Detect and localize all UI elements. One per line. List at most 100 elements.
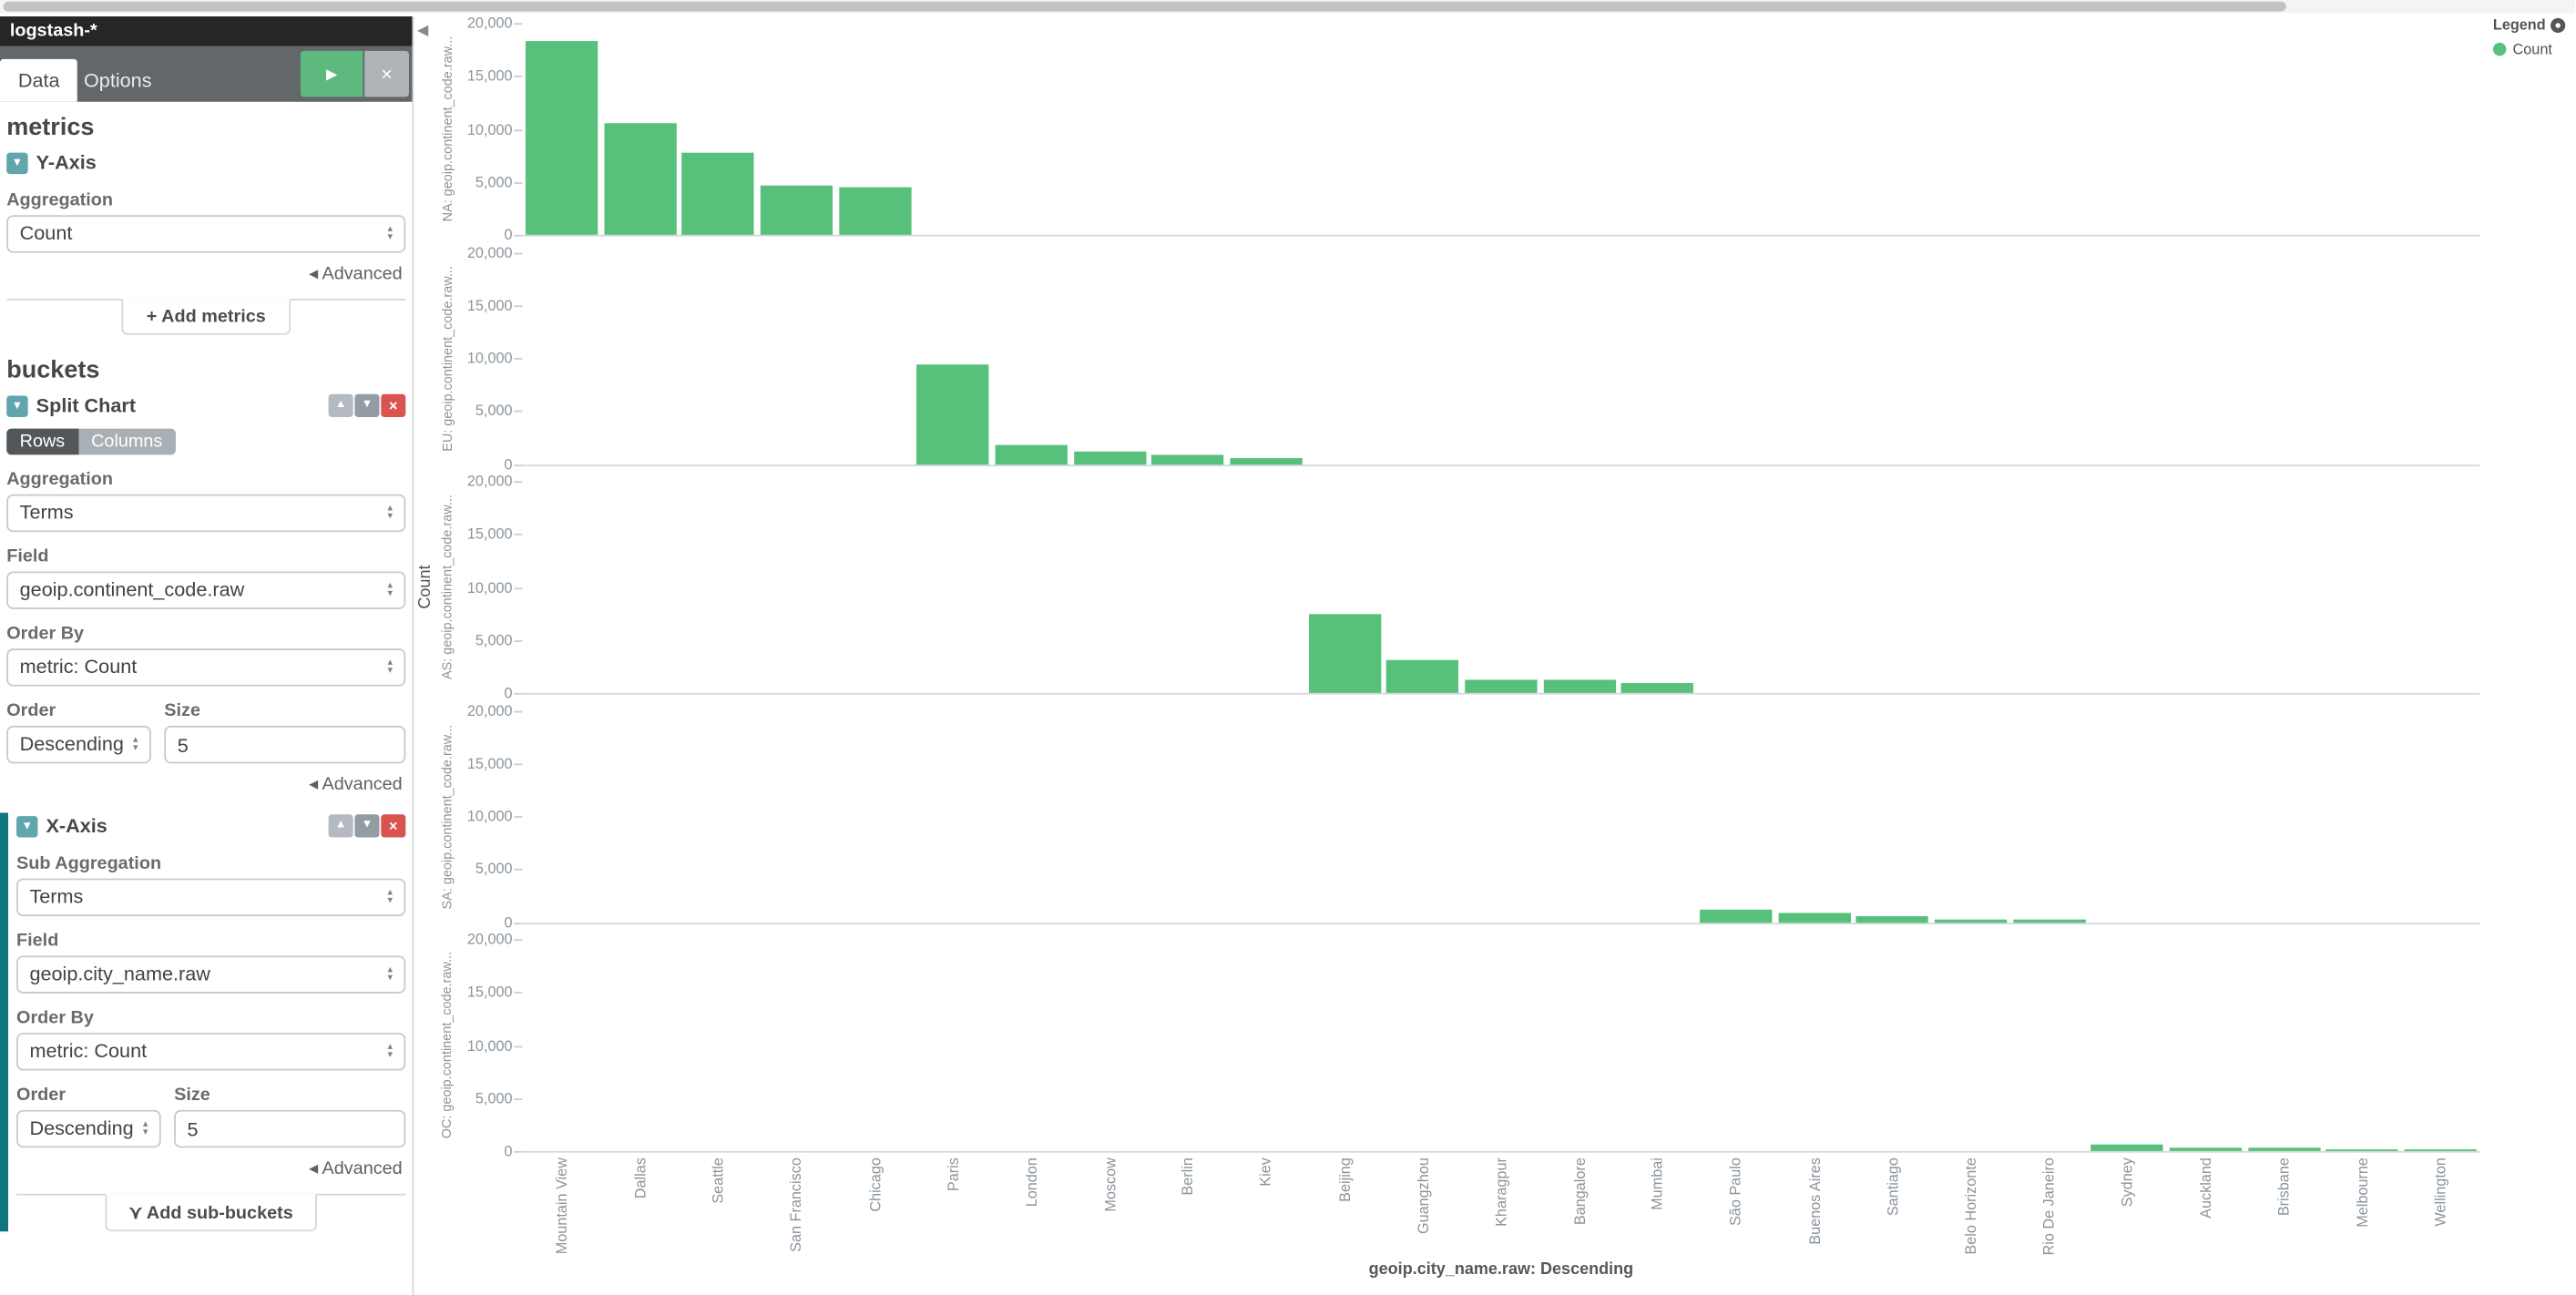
split-row-label: EU: geoip.continent_code.raw...: [439, 265, 455, 451]
y-tick-mark: [514, 251, 523, 254]
bar[interactable]: [1386, 659, 1459, 693]
chevron-down-icon[interactable]: ▼: [6, 151, 28, 174]
add-sub-buckets-button[interactable]: ⋎ Add sub-buckets: [104, 1193, 318, 1232]
stepper-icon: ▴ ▾: [133, 734, 138, 753]
x-tick-label: Sydney: [2119, 1157, 2136, 1208]
bar[interactable]: [1935, 918, 2008, 923]
bar[interactable]: [916, 363, 989, 464]
x-tick-label: Mountain View: [553, 1157, 570, 1255]
bar[interactable]: [1073, 452, 1146, 464]
bar[interactable]: [1543, 679, 1616, 693]
y-tick-mark: [514, 816, 523, 818]
bar[interactable]: [681, 153, 754, 235]
y-tick-mark: [514, 762, 523, 765]
y-tick-mark: [514, 709, 523, 712]
bar[interactable]: [1465, 679, 1538, 693]
chevron-up-icon: ▲: [334, 399, 347, 411]
y-axis-aggregation-select[interactable]: Count ▴ ▾: [6, 215, 406, 253]
x-tick-label: Santiago: [1884, 1157, 1901, 1217]
tab-options[interactable]: Options: [83, 68, 152, 92]
apply-changes-button[interactable]: ▶: [300, 50, 363, 97]
bar[interactable]: [2326, 1148, 2399, 1151]
legend: Legend Count: [2492, 16, 2566, 57]
sidebar-content: metrics ▼ Y-Axis Aggregation Count ▴ ▾ ◂ …: [0, 113, 413, 1232]
bar[interactable]: [2404, 1149, 2478, 1151]
legend-color-swatch: [2492, 42, 2507, 56]
play-icon: ▶: [325, 66, 338, 83]
move-down-button[interactable]: ▼: [354, 814, 380, 838]
bar[interactable]: [1308, 614, 1381, 693]
bar[interactable]: [2091, 1144, 2164, 1151]
y-tick-label: 20,000: [466, 473, 513, 490]
legend-toggle-icon[interactable]: [2550, 16, 2566, 33]
remove-bucket-button[interactable]: ×: [381, 393, 406, 417]
bar[interactable]: [1230, 458, 1303, 464]
y-tick-label: 20,000: [466, 701, 513, 719]
rows-toggle[interactable]: Rows: [6, 428, 78, 455]
move-up-button[interactable]: ▲: [328, 393, 353, 417]
chart-row-plot: [522, 939, 2480, 1153]
chevron-left-icon[interactable]: ◀: [416, 21, 429, 38]
y-tick-label: 15,000: [466, 754, 513, 771]
bar[interactable]: [2013, 919, 2086, 923]
advanced-toggle[interactable]: ◂ Advanced: [309, 264, 403, 284]
x-axis-accent-strip: [0, 812, 9, 1232]
x-axis-order-by-select[interactable]: metric: Count ▴ ▾: [16, 1033, 406, 1071]
tab-data[interactable]: Data: [0, 58, 78, 102]
x-tick-label: Moscow: [1101, 1157, 1119, 1212]
bar[interactable]: [1700, 910, 1773, 923]
y-tick-mark: [514, 304, 523, 307]
y-tick-mark: [514, 358, 523, 360]
add-metrics-button[interactable]: + Add metrics: [121, 299, 291, 335]
discard-changes-button[interactable]: ×: [364, 50, 409, 97]
legend-item[interactable]: Count: [2492, 41, 2565, 57]
x-tick-label: Guangzhou: [1414, 1157, 1431, 1235]
bar[interactable]: [1621, 683, 1694, 693]
index-pattern-label: logstash-*: [0, 16, 413, 46]
advanced-toggle[interactable]: ◂ Advanced: [309, 775, 403, 795]
x-tick-label: Kiev: [1258, 1157, 1275, 1187]
bar[interactable]: [2247, 1147, 2321, 1151]
chevron-down-icon[interactable]: ▼: [6, 394, 28, 417]
y-tick-mark: [514, 181, 523, 184]
horizontal-scrollbar-thumb[interactable]: [3, 1, 2286, 12]
x-tick-label: Chicago: [866, 1157, 884, 1212]
x-axis-field-select[interactable]: geoip.city_name.raw ▴ ▾: [16, 955, 406, 994]
stepper-icon: ▴ ▾: [387, 224, 393, 242]
bar[interactable]: [1151, 455, 1224, 464]
chevron-down-icon[interactable]: ▼: [16, 815, 38, 837]
split-order-by-select[interactable]: metric: Count ▴ ▾: [6, 648, 406, 687]
split-aggregation-select[interactable]: Terms ▴ ▾: [6, 494, 406, 533]
legend-header[interactable]: Legend: [2492, 16, 2566, 34]
move-up-button[interactable]: ▲: [328, 814, 353, 838]
x-axis-size-input[interactable]: [174, 1109, 406, 1148]
x-axis-sub-aggregation-select[interactable]: Terms ▴ ▾: [16, 878, 406, 917]
close-icon: ×: [389, 397, 398, 414]
bar[interactable]: [525, 41, 598, 235]
bar[interactable]: [603, 123, 676, 235]
split-row-label: SA: geoip.continent_code.raw...: [439, 723, 455, 909]
stepper-icon: ▴ ▾: [387, 503, 393, 522]
y-tick-mark: [514, 692, 523, 695]
columns-toggle[interactable]: Columns: [77, 428, 176, 455]
legend-title: Legend: [2492, 16, 2546, 34]
split-order-select[interactable]: Descending ▴ ▾: [6, 725, 151, 764]
bar[interactable]: [995, 444, 1068, 464]
bar[interactable]: [1778, 913, 1851, 923]
split-field-select[interactable]: geoip.continent_code.raw ▴ ▾: [6, 571, 406, 609]
advanced-toggle[interactable]: ◂ Advanced: [309, 1158, 403, 1179]
bar[interactable]: [838, 187, 911, 235]
x-axis-order-select[interactable]: Descending ▴ ▾: [16, 1109, 161, 1148]
bar[interactable]: [2169, 1147, 2243, 1151]
y-tick-label: 0: [504, 226, 513, 243]
split-size-input[interactable]: [164, 725, 406, 764]
size-label: Size: [174, 1085, 210, 1106]
x-tick-label: Seattle: [710, 1157, 727, 1204]
split-chart-controls: ▲ ▼ ×: [328, 393, 406, 417]
remove-bucket-button[interactable]: ×: [381, 814, 406, 838]
y-tick-mark: [514, 76, 523, 78]
bar[interactable]: [1856, 916, 1929, 923]
move-down-button[interactable]: ▼: [354, 393, 380, 417]
x-axis-controls: ▲ ▼ ×: [328, 814, 406, 838]
bar[interactable]: [760, 185, 833, 235]
